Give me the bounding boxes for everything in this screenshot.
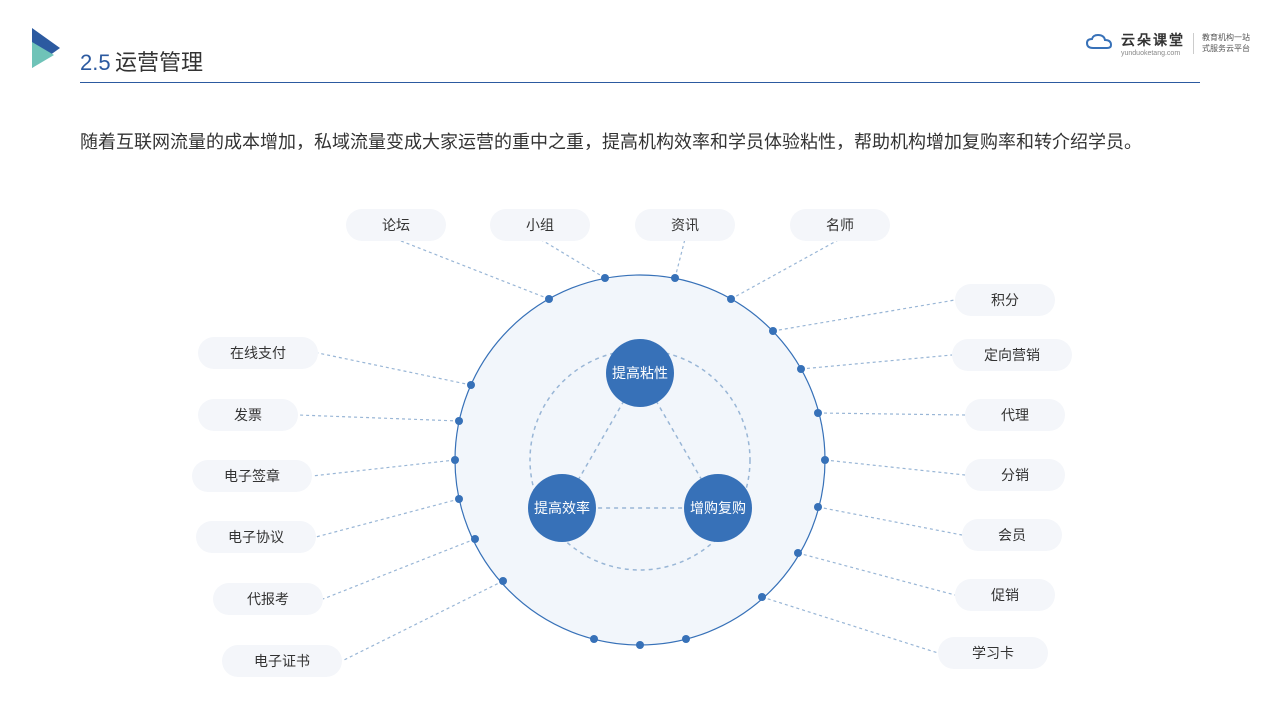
operations-diagram: 论坛 小组 资讯 名师在线支付发票电子签章电子协议代报考电子证书 积分定向营销代理分销会… [0, 195, 1280, 715]
logo-url: yunduoketang.com [1121, 50, 1185, 57]
pill-right-4: 会员 [962, 519, 1062, 551]
center-node-efficiency: 提高效率 [528, 474, 596, 542]
pill-top-1: 小组 [490, 209, 590, 241]
pill-label: 代报考 [247, 591, 289, 607]
pill-label: 在线支付 [230, 345, 286, 361]
pill-right-6: 学习卡 [938, 637, 1048, 669]
center-node-label: 提高效率 [534, 498, 590, 518]
heading-underline [80, 82, 1200, 83]
pill-right-0: 积分 [955, 284, 1055, 316]
slide-page: 2.5 运营管理 云朵课堂 yunduoketang.com 教育机构一站 式服… [0, 0, 1280, 720]
pill-top-2: 资讯 [635, 209, 735, 241]
pill-left-5: 电子证书 [222, 645, 342, 677]
pill-label: 定向营销 [984, 347, 1040, 363]
pill-top-3: 名师 [790, 209, 890, 241]
diagram-svg [0, 195, 1280, 715]
section-heading: 2.5 运营管理 [80, 45, 203, 77]
pill-label: 电子证书 [254, 653, 310, 669]
pill-label: 论坛 [382, 217, 410, 233]
pill-left-4: 代报考 [213, 583, 323, 615]
pill-label: 电子协议 [228, 529, 284, 545]
center-node-label: 增购复购 [690, 498, 746, 518]
pill-label: 资讯 [671, 217, 699, 233]
logo-brand-name: 云朵课堂 [1121, 30, 1185, 50]
pill-label: 发票 [234, 407, 262, 423]
pill-left-2: 电子签章 [192, 460, 312, 492]
pill-label: 名师 [826, 217, 854, 233]
pill-right-5: 促销 [955, 579, 1055, 611]
brand-logo: 云朵课堂 yunduoketang.com 教育机构一站 式服务云平台 [1085, 30, 1250, 57]
pill-label: 学习卡 [972, 645, 1014, 661]
pill-left-1: 发票 [198, 399, 298, 431]
center-node-repurchase: 增购复购 [684, 474, 752, 542]
section-number: 2.5 [80, 50, 111, 75]
pill-label: 小组 [526, 217, 554, 233]
pill-right-2: 代理 [965, 399, 1065, 431]
cloud-icon [1085, 34, 1113, 54]
logo-tagline: 教育机构一站 式服务云平台 [1193, 33, 1250, 54]
center-node-sticky: 提高粘性 [606, 339, 674, 407]
pill-label: 会员 [998, 527, 1026, 543]
pill-label: 促销 [991, 587, 1019, 603]
pill-label: 积分 [991, 292, 1019, 308]
section-title: 运营管理 [115, 50, 203, 75]
pill-top-0: 论坛 [346, 209, 446, 241]
description-text: 随着互联网流量的成本增加，私域流量变成大家运营的重中之重，提高机构效率和学员体验… [80, 125, 1200, 159]
pill-right-1: 定向营销 [952, 339, 1072, 371]
logo-brand-block: 云朵课堂 yunduoketang.com [1121, 30, 1185, 57]
pill-left-3: 电子协议 [196, 521, 316, 553]
pill-label: 电子签章 [224, 468, 280, 484]
logo-tagline-1: 教育机构一站 [1202, 33, 1250, 43]
pill-right-3: 分销 [965, 459, 1065, 491]
pill-left-0: 在线支付 [198, 337, 318, 369]
logo-tagline-2: 式服务云平台 [1202, 44, 1250, 54]
pill-label: 分销 [1001, 467, 1029, 483]
pill-label: 代理 [1001, 407, 1029, 423]
center-node-label: 提高粘性 [612, 363, 668, 383]
